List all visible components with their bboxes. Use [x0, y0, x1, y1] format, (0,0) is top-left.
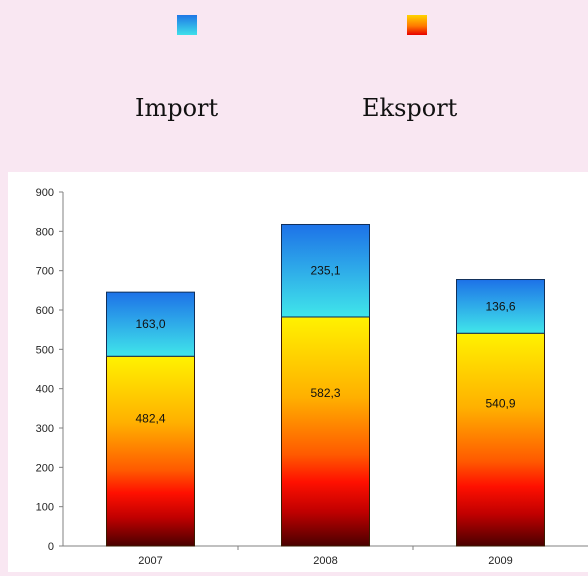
bar-import [456, 279, 545, 334]
data-label-eksport: 482,4 [135, 412, 165, 426]
data-label-import: 235,1 [310, 264, 340, 278]
y-tick-label: 300 [36, 423, 54, 435]
data-label-eksport: 540,9 [485, 397, 515, 411]
x-tick-label: 2008 [313, 555, 337, 567]
y-tick-label: 900 [36, 187, 54, 199]
x-tick-label: 2009 [488, 555, 512, 567]
data-label-import: 136,6 [485, 299, 515, 313]
bar-eksport [106, 355, 195, 547]
chart-panel: 0 100 200 300 400 500 600 700 800 900 2007 2008 2009… [8, 172, 588, 572]
y-tick-label: 0 [48, 541, 54, 553]
data-label-eksport: 582,3 [310, 386, 340, 400]
y-tick-label: 100 [36, 502, 54, 514]
bar-eksport [281, 316, 370, 547]
y-tick-label: 700 [36, 266, 54, 278]
y-tick-label: 600 [36, 305, 54, 317]
data-label-import: 163,0 [135, 317, 165, 331]
legend-label-export: Eksport [362, 94, 458, 122]
y-tick-label: 500 [36, 344, 54, 356]
chart-legend: Import Eksport [0, 0, 588, 172]
x-tick-label: 2007 [138, 555, 162, 567]
y-tick-label: 400 [36, 384, 54, 396]
legend-swatch-export [407, 15, 427, 35]
y-tick-label: 200 [36, 462, 54, 474]
y-tick-label: 800 [36, 226, 54, 238]
bar-import [106, 291, 195, 357]
bar-import [281, 223, 370, 318]
legend-swatch-import [177, 15, 197, 35]
bar-eksport [456, 332, 545, 547]
stacked-bar-chart: 0 100 200 300 400 500 600 700 800 900 2007 2008 2009… [36, 187, 588, 567]
legend-label-import: Import [135, 94, 219, 122]
